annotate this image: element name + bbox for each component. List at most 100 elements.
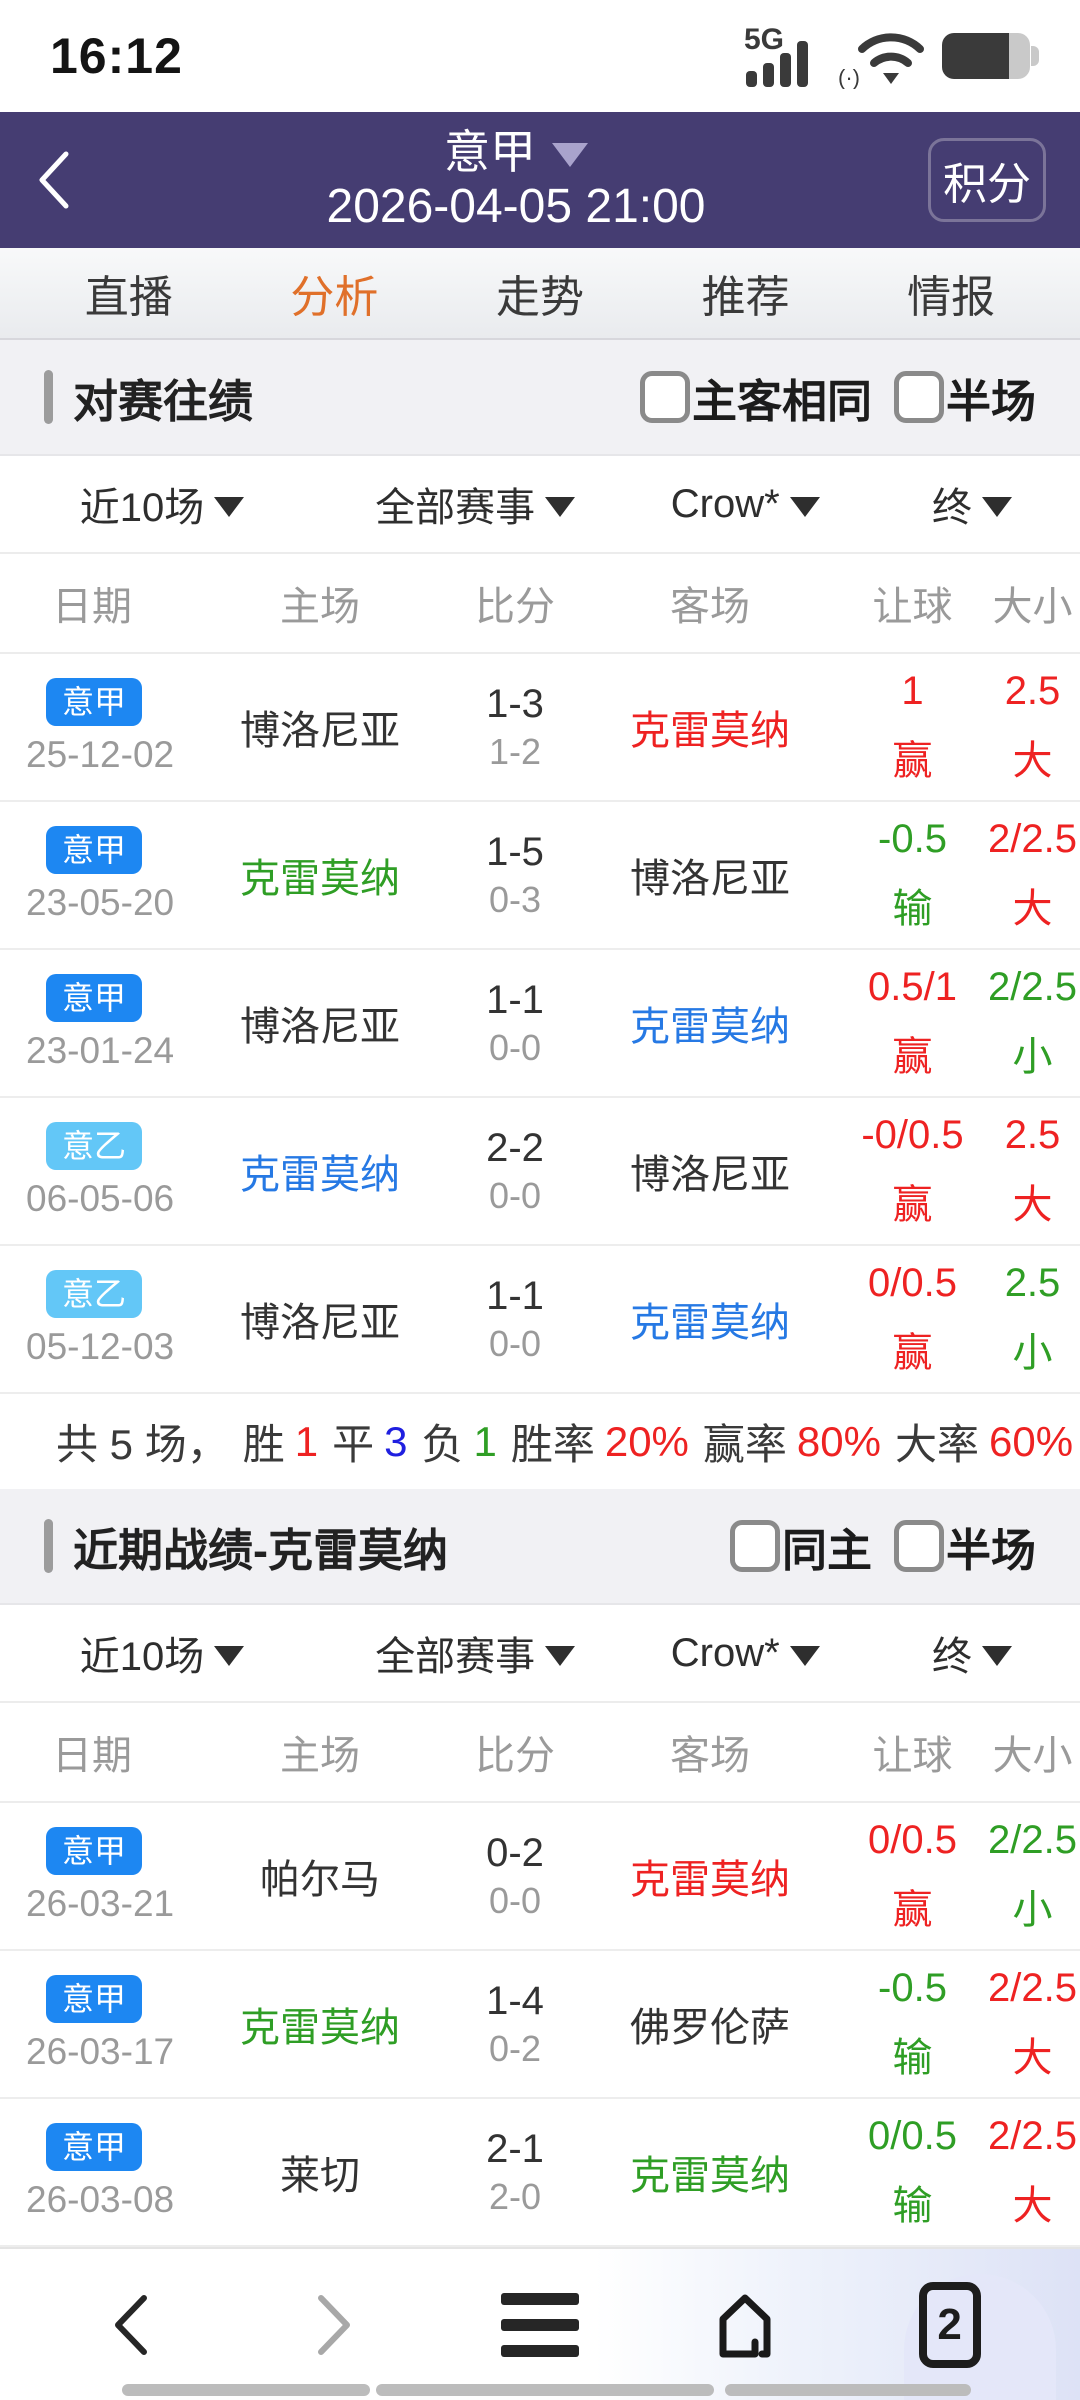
over-under-cell: 2/2.5 大 [985,2114,1080,2231]
section-header-recent-form: 近期战绩-克雷莫纳 同主 半场 [0,1489,1080,1605]
ou-result: 大 [1012,738,1053,783]
match-row[interactable]: 意甲 26-03-21 帕尔马 0-2 0-0 克雷莫纳 0/0.5 赢 2/2… [0,1803,1080,1951]
checkbox-same-home-away[interactable]: 主客相同 [639,365,872,430]
chevron-down-icon [981,1646,1012,1666]
table-header-recent-form: 日期 主场 比分 客场 让球 大小 [0,1703,1080,1803]
wifi-icon: (·) [838,33,924,89]
home-team: 博洛尼亚 [240,1301,400,1345]
fulltime-score: 1-1 [486,1273,544,1318]
handicap-result: 赢 [892,1330,933,1375]
status-bar: 16:12 5G (·) [0,0,1080,112]
col-over-under: 大小 [992,585,1073,629]
handicap-line: 0.5/1 [868,964,957,1009]
checkbox-label: 半场 [945,1524,1036,1576]
over-under-cell: 2.5 小 [985,1261,1080,1378]
match-date: 23-01-24 [26,1030,175,1072]
match-row[interactable]: 意乙 06-05-06 克雷莫纳 2-2 0-0 博洛尼亚 -0/0.5 赢 2… [0,1098,1080,1246]
nav-forward-button[interactable] [265,2265,405,2385]
ou-line: 2/2.5 [988,964,1077,1009]
col-date: 日期 [52,1734,132,1778]
filter-odds-time[interactable]: 终 [864,1624,1080,1682]
filter-recent-games[interactable]: 近10场 [0,475,324,533]
home-team: 博洛尼亚 [240,709,400,753]
score: 2-2 0-0 [450,1126,580,1217]
filter-odds-time[interactable]: 终 [864,475,1080,533]
filter-bookmaker[interactable]: Crow* [626,482,864,527]
home-icon [719,2294,771,2357]
checkbox-halftime[interactable]: 半场 [893,1514,1036,1579]
league-badge: 意乙 [46,1269,143,1319]
handicap-result: 输 [892,2183,933,2228]
checkbox-halftime[interactable]: 半场 [893,365,1036,430]
handicap-cell: -0.5 输 [840,1966,985,2083]
home-team: 莱切 [280,2154,360,2198]
checkbox-same-venue[interactable]: 同主 [729,1514,872,1579]
chevron-down-icon [552,143,588,168]
section-title: 近期战绩-克雷莫纳 [73,1524,448,1576]
checkbox-icon[interactable] [893,371,944,423]
checkbox-icon[interactable] [639,371,690,423]
match-date: 26-03-17 [26,2031,175,2073]
section-accent-bar [44,1519,53,1573]
match-row[interactable]: 意甲 26-03-08 莱切 2-1 2-0 克雷莫纳 0/0.5 输 2/2.… [0,2099,1080,2247]
ou-result: 大 [1012,1182,1053,1227]
chevron-down-icon [214,497,245,517]
league-badge: 意乙 [46,1121,143,1171]
score: 1-3 1-2 [450,682,580,773]
handicap-line: 0/0.5 [868,2113,957,2158]
tab-bar: 直播 分析 走势 推荐 情报 [0,248,1080,340]
away-team: 克雷莫纳 [630,2154,790,2198]
back-button[interactable] [34,149,104,211]
section-title: 对赛往绩 [73,375,254,427]
away-team: 博洛尼亚 [630,857,790,901]
chevron-left-icon [115,2294,148,2355]
filter-recent-games[interactable]: 近10场 [0,1624,324,1682]
fulltime-score: 2-1 [486,2126,544,2171]
col-home: 主场 [280,585,360,629]
over-under-cell: 2/2.5 小 [985,1818,1080,1935]
league-badge: 意甲 [46,2122,143,2172]
chevron-down-icon [545,497,576,517]
over-under-cell: 2.5 大 [985,669,1080,786]
handicap-result: 输 [892,2035,933,2080]
league-badge: 意甲 [46,677,143,727]
checkbox-icon[interactable] [893,1520,944,1572]
match-row[interactable]: 意乙 05-12-03 博洛尼亚 1-1 0-0 克雷莫纳 0/0.5 赢 2.… [0,1246,1080,1394]
checkbox-icon[interactable] [729,1520,780,1572]
standings-button[interactable]: 积分 [928,138,1046,222]
score: 1-4 0-2 [450,1979,580,2070]
section-filters: 主客相同 半场 [639,365,1036,430]
match-row[interactable]: 意甲 23-01-24 博洛尼亚 1-1 0-0 克雷莫纳 0.5/1 赢 2/… [0,950,1080,1098]
filter-competition[interactable]: 全部赛事 [324,1624,626,1682]
league-selector[interactable]: 意甲 [444,126,588,179]
league-badge: 意甲 [46,1974,143,2024]
tab-live[interactable]: 直播 [84,273,173,322]
home-team: 克雷莫纳 [240,857,400,901]
nav-menu-button[interactable] [470,2265,610,2385]
match-row[interactable]: 意甲 23-05-20 克雷莫纳 1-5 0-3 博洛尼亚 -0.5 输 2/2… [0,802,1080,950]
match-row[interactable]: 意甲 26-03-17 克雷莫纳 1-4 0-2 佛罗伦萨 -0.5 输 2/2… [0,1951,1080,2099]
fulltime-score: 1-3 [486,681,544,726]
nav-tabs-button[interactable]: 2 [880,2265,1020,2385]
match-datetime: 2026-04-05 21:00 [326,179,706,233]
col-away: 客场 [670,1734,750,1778]
filter-bookmaker[interactable]: Crow* [626,1631,864,1676]
summary-total: 共 5 场， [56,1421,229,1468]
away-team: 克雷莫纳 [630,709,790,753]
nav-home-button[interactable] [675,2265,815,2385]
match-row[interactable]: 意甲 25-12-02 博洛尼亚 1-3 1-2 克雷莫纳 1 赢 2.5 大 [0,654,1080,802]
tab-trend[interactable]: 走势 [495,273,584,322]
home-team: 博洛尼亚 [240,1005,400,1049]
tab-intel[interactable]: 情报 [907,273,996,322]
nav-back-button[interactable] [60,2265,200,2385]
tab-analysis[interactable]: 分析 [290,273,379,322]
filter-competition[interactable]: 全部赛事 [324,475,626,533]
league-title: 意甲 [444,125,536,178]
summary-asian-rate: 赢率 80% [702,1417,881,1469]
tab-recommend[interactable]: 推荐 [701,273,790,322]
filter-row-h2h: 近10场 全部赛事 Crow* 终 [0,456,1080,554]
col-over-under: 大小 [992,1734,1073,1778]
